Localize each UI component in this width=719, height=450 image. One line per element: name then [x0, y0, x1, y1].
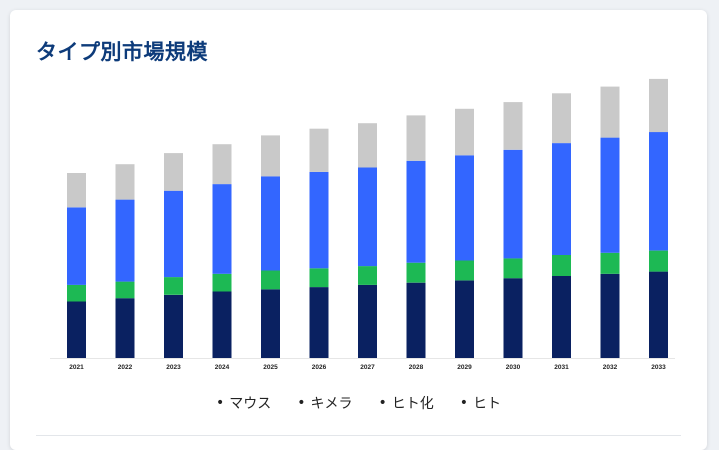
bar-2028-series-0 — [406, 282, 426, 358]
bar-2023-series-3 — [164, 153, 183, 191]
bar-2030-series-1 — [503, 258, 523, 279]
bar-2027-series-0 — [358, 284, 377, 358]
legend-item: • ヒト化 — [379, 393, 434, 413]
bar-2026-series-1 — [309, 268, 329, 288]
divider — [36, 435, 681, 436]
bar-2028-series-3 — [406, 115, 426, 161]
legend-item: • ヒト — [460, 393, 501, 413]
legend-bullet-icon: • — [215, 395, 225, 411]
bar-2022-series-0 — [115, 298, 135, 358]
chart-legend: • マウス • キメラ • ヒト化 • ヒト — [10, 393, 707, 413]
legend-label: マウス — [229, 396, 272, 412]
bar-2030-series-2 — [503, 149, 523, 259]
legend-label: ヒト化 — [391, 396, 434, 412]
bar-2025-series-0 — [261, 289, 280, 358]
bar-2021-series-2 — [67, 207, 86, 285]
legend-item: • マウス — [216, 393, 271, 413]
bar-2032-series-1 — [600, 252, 620, 274]
bar-2024-series-2 — [212, 184, 232, 274]
bar-2028-series-1 — [406, 262, 426, 283]
bar-2024-series-1 — [212, 273, 232, 292]
bar-2033-series-2 — [649, 132, 668, 251]
bar-2033-series-0 — [649, 271, 668, 358]
bar-2032-series-0 — [600, 273, 620, 358]
bar-2026-series-2 — [309, 171, 329, 269]
chart-title: タイプ別市場規模 — [36, 40, 208, 64]
bar-2029-series-2 — [455, 155, 474, 261]
bar-2023-series-0 — [164, 294, 183, 358]
bar-2022-series-3 — [115, 164, 135, 200]
x-tick-label: 2031 — [554, 364, 569, 371]
bar-2032-series-3 — [600, 86, 620, 138]
bar-2021-series-3 — [67, 173, 86, 208]
bar-2022-series-2 — [115, 199, 135, 282]
x-tick-label: 2028 — [409, 364, 424, 371]
x-tick-label: 2024 — [215, 364, 230, 371]
x-tick-label: 2022 — [118, 364, 133, 371]
bar-2027-series-3 — [358, 123, 377, 168]
bar-2030-series-3 — [503, 102, 523, 150]
x-tick-label: 2026 — [312, 364, 327, 371]
bar-2025-series-2 — [261, 176, 280, 271]
legend-bullet-icon: • — [378, 395, 387, 411]
bar-2029-series-3 — [455, 108, 474, 156]
bar-2027-series-2 — [358, 167, 377, 267]
bar-2031-series-3 — [552, 93, 571, 144]
bar-2028-series-2 — [406, 160, 426, 263]
bar-2031-series-0 — [552, 276, 571, 358]
bar-2025-series-1 — [261, 270, 280, 290]
x-tick-label: 2030 — [506, 364, 521, 371]
bar-2029-series-0 — [455, 280, 474, 358]
bar-2031-series-2 — [552, 143, 571, 255]
bar-2024-series-3 — [212, 144, 232, 185]
bar-2021-series-1 — [67, 284, 86, 302]
legend-item: • キメラ — [297, 393, 352, 413]
x-tick-label: 2032 — [603, 364, 618, 371]
legend-bullet-icon: • — [459, 395, 469, 411]
stacked-bar-chart: 2021 2022 2023 2024 2025 2026 2027 2028 2029 2030… — [50, 78, 675, 371]
x-tick-label: 2027 — [360, 364, 375, 371]
bar-2031-series-1 — [552, 255, 571, 276]
bar-2033-series-1 — [649, 250, 668, 272]
bar-2022-series-1 — [115, 281, 135, 299]
bar-2029-series-1 — [455, 260, 474, 281]
bar-2023-series-2 — [164, 190, 183, 278]
bar-2024-series-0 — [212, 291, 232, 358]
x-tick-label: 2025 — [263, 364, 278, 371]
bar-2033-series-3 — [649, 78, 668, 133]
bar-2032-series-2 — [600, 137, 620, 253]
bar-2025-series-3 — [261, 135, 280, 177]
legend-bullet-icon: • — [297, 395, 306, 411]
bar-2026-series-3 — [309, 128, 329, 172]
bar-2030-series-0 — [503, 278, 523, 358]
x-tick-label: 2023 — [166, 364, 181, 371]
bar-2027-series-1 — [358, 266, 377, 285]
x-tick-label: 2029 — [457, 364, 472, 371]
bar-2023-series-1 — [164, 277, 183, 295]
legend-label: ヒト — [473, 396, 502, 412]
chart-card: タイプ別市場規模 2021 2022 2023 2024 2025 2026 2027 202… — [10, 10, 707, 450]
bar-2026-series-0 — [309, 287, 329, 358]
x-tick-label: 2021 — [69, 364, 84, 371]
bar-2021-series-0 — [67, 301, 86, 358]
legend-label: キメラ — [310, 396, 353, 412]
x-tick-label: 2033 — [651, 364, 666, 371]
